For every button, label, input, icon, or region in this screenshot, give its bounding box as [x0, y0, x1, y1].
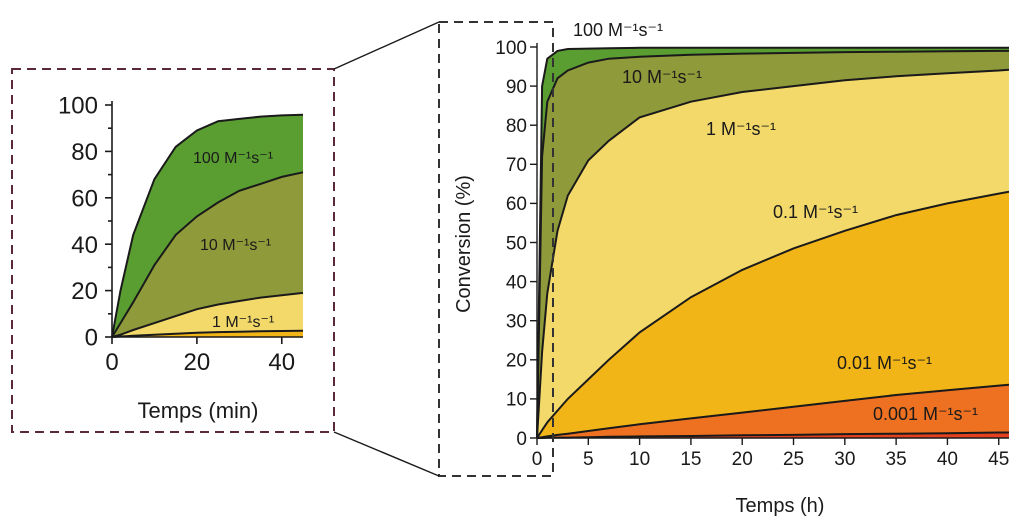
series-label-1-1: 10 M⁻¹s⁻¹ [622, 67, 702, 87]
x-axis-title: Temps (h) [736, 495, 825, 517]
y-tick-label: 100 [495, 38, 527, 59]
x-tick-label: 5 [583, 449, 594, 470]
series-label-0-0: 100 M⁻¹s⁻¹ [193, 150, 273, 167]
x-tick-label: 20 [184, 349, 211, 376]
x-axis-title: Temps (min) [137, 398, 258, 423]
y-tick-label: 80 [506, 116, 527, 137]
x-tick-label: 15 [680, 449, 701, 470]
series-label-1-0: 100 M⁻¹s⁻¹ [573, 20, 663, 40]
x-tick-label: 10 [629, 449, 650, 470]
x-tick-label: 30 [834, 449, 855, 470]
y-tick-label: 20 [506, 351, 527, 372]
y-tick-label: 30 [506, 312, 527, 333]
zoom-region-frame [438, 21, 554, 477]
series-curve-1-3 [536, 190, 1009, 439]
y-tick-label: 20 [71, 278, 98, 305]
x-tick-label: 0 [105, 349, 118, 376]
x-tick-label: 0 [532, 449, 543, 470]
area-band-1-2 [537, 69, 1009, 438]
x-tick-label: 20 [732, 449, 753, 470]
y-tick-label: 60 [506, 194, 527, 215]
area-band-0-0 [112, 114, 303, 337]
zoom-connector-top [333, 21, 440, 70]
series-curve-0-2 [111, 291, 304, 338]
inset-chart: 0 20 40 60 80 100 0 20 40 100 M⁻¹s⁻¹ 10 M⁻¹s⁻¹ 1 M⁻… [58, 93, 304, 423]
area-band-1-4 [537, 384, 1009, 438]
y-tick-label: 90 [506, 77, 527, 98]
zoom-connector-bottom [333, 431, 440, 477]
area-band-1-3 [537, 191, 1009, 438]
y-tick-label: 40 [71, 232, 98, 259]
area-band-0-2 [112, 292, 303, 337]
y-tick-label: 10 [506, 390, 527, 411]
series-label-1-3: 0.1 M⁻¹s⁻¹ [773, 202, 858, 222]
series-label-1-5: 0.001 M⁻¹s⁻¹ [873, 404, 978, 424]
series-curve-0-1 [111, 171, 304, 338]
y-tick-label: 0 [85, 325, 98, 352]
series-label-1-2: 1 M⁻¹s⁻¹ [706, 119, 776, 139]
y-axis-title: Conversion (%) [453, 175, 475, 313]
x-tick-label: 25 [783, 449, 804, 470]
series-curve-1-2 [536, 68, 1009, 439]
x-tick-label: 45 [988, 449, 1009, 470]
main-chart: 0 10 20 30 40 50 60 70 80 90 100 0 5 10 15 20 25 30 35 40 45… [453, 20, 1009, 517]
inset-zoom-frame [11, 68, 335, 433]
x-tick-label: 40 [937, 449, 958, 470]
y-tick-label: 40 [506, 272, 527, 293]
series-curve-1-0 [536, 46, 1009, 439]
series-label-0-1: 10 M⁻¹s⁻¹ [200, 237, 271, 254]
series-curve-0-0 [111, 113, 304, 338]
y-tick-label: 100 [58, 93, 98, 120]
y-tick-label: 70 [506, 155, 527, 176]
x-tick-label: 35 [886, 449, 907, 470]
series-label-1-4: 0.01 M⁻¹s⁻¹ [837, 353, 932, 373]
series-curve-0-3 [111, 329, 304, 338]
y-tick-label: 80 [71, 139, 98, 166]
area-band-0-1 [112, 172, 303, 337]
area-band-1-1 [537, 50, 1009, 439]
y-tick-label: 50 [506, 233, 527, 254]
y-tick-label: 0 [516, 429, 527, 450]
y-tick-label: 60 [71, 185, 98, 212]
series-label-0-2: 1 M⁻¹s⁻¹ [212, 314, 274, 331]
x-tick-label: 40 [268, 349, 295, 376]
